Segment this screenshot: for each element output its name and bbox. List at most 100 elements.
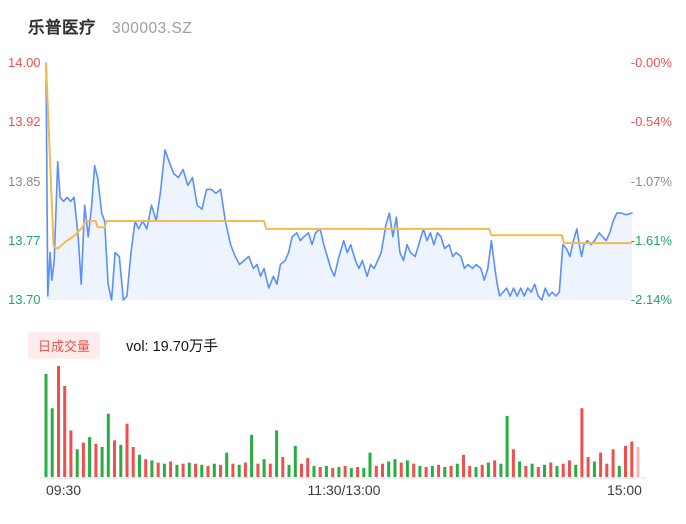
volume-bar — [194, 463, 198, 477]
volume-bar — [362, 468, 366, 477]
stock-code: 300003.SZ — [112, 20, 193, 37]
volume-bar — [605, 463, 609, 477]
volume-bar — [237, 464, 241, 477]
volume-bar — [586, 457, 590, 477]
volume-bar — [561, 463, 565, 477]
volume-bar — [617, 465, 621, 477]
volume-bar — [144, 459, 148, 477]
price-tick-label: 13.77 — [8, 232, 41, 248]
time-tick-close: 15:00 — [606, 482, 642, 498]
volume-bar — [530, 463, 534, 477]
volume-header: 日成交量 vol: 19.70万手 — [28, 332, 218, 359]
volume-bar — [499, 463, 503, 477]
volume-bar — [219, 464, 222, 477]
volume-bar — [611, 449, 615, 478]
percent-tick-label: -2.14% — [630, 292, 672, 307]
volume-bar — [187, 462, 191, 477]
chart-header: 乐普医疗 300003.SZ — [28, 14, 192, 38]
volume-bar — [505, 415, 509, 477]
volume-bar — [318, 467, 322, 477]
volume-bar — [455, 463, 459, 477]
volume-bar — [393, 459, 397, 477]
volume-bar — [175, 464, 179, 477]
volume-bar — [574, 464, 578, 477]
volume-bar — [549, 462, 553, 477]
volume-bar — [468, 465, 472, 477]
volume-bar — [94, 443, 98, 477]
volume-bar — [437, 464, 441, 477]
price-tick-label: 13.92 — [8, 114, 41, 130]
volume-tab-badge[interactable]: 日成交量 — [28, 332, 101, 359]
volume-bar — [493, 460, 497, 477]
percent-tick-label: -0.54% — [630, 114, 672, 130]
volume-bar — [181, 463, 185, 477]
volume-bar — [624, 445, 627, 477]
volume-bar — [462, 454, 465, 477]
price-area-fill — [46, 63, 632, 300]
volume-bar — [518, 461, 522, 477]
volume-bar — [162, 463, 166, 477]
volume-bar — [275, 430, 279, 477]
volume-bar — [44, 373, 48, 477]
volume-bar — [268, 463, 272, 477]
volume-bar — [225, 452, 229, 477]
volume-bar — [88, 437, 92, 477]
volume-bar — [125, 423, 129, 477]
volume-bar — [306, 458, 310, 477]
volume-bar — [343, 465, 347, 477]
volume-bar — [256, 463, 260, 477]
volume-bar — [399, 462, 403, 477]
volume-bar — [486, 462, 490, 477]
volume-bar — [424, 467, 428, 477]
volume-bar — [131, 447, 135, 477]
price-line — [45, 62, 633, 301]
average-price-line — [45, 62, 632, 250]
price-tick-label: 13.70 — [8, 292, 41, 307]
volume-bar — [580, 408, 584, 477]
volume-bar — [555, 465, 559, 477]
volume-bar — [599, 452, 603, 477]
volume-bar — [480, 464, 484, 477]
volume-bar — [381, 463, 384, 477]
volume-bar — [312, 465, 316, 477]
volume-bar — [331, 468, 335, 477]
volume-bar — [75, 449, 79, 478]
volume-bar — [430, 465, 434, 477]
volume-bar — [100, 447, 104, 477]
volume-bar — [250, 434, 254, 477]
volume-bar — [418, 465, 422, 477]
volume-bar — [443, 467, 447, 477]
volume-bar — [636, 447, 640, 477]
volume-value-label: vol: 19.70万手 — [126, 339, 218, 355]
volume-bar — [324, 465, 328, 477]
time-tick-midday: 11:30/13:00 — [307, 482, 381, 498]
volume-bar — [69, 430, 73, 477]
volume-bar — [287, 464, 291, 477]
volume-bar — [212, 463, 216, 477]
volume-bar — [293, 445, 297, 477]
volume-bar — [119, 444, 123, 477]
volume-bar — [81, 442, 85, 477]
volume-bar — [449, 465, 453, 477]
stock-name: 乐普医疗 — [28, 19, 96, 37]
volume-bar — [169, 461, 173, 477]
volume-bar — [262, 459, 266, 477]
volume-bar — [156, 462, 160, 477]
volume-bar — [524, 465, 528, 477]
volume-bar — [543, 464, 546, 477]
volume-bar — [106, 413, 110, 477]
volume-bar — [511, 449, 515, 478]
volume-bar — [405, 460, 409, 477]
time-tick-open: 09:30 — [46, 482, 82, 498]
price-tick-label: 14.00 — [8, 55, 41, 70]
volume-bar — [412, 463, 416, 477]
volume-bar — [356, 467, 360, 477]
volume-bar — [281, 457, 285, 477]
volume-bar — [63, 386, 67, 477]
volume-bar — [243, 462, 247, 477]
volume-bar — [536, 467, 540, 477]
volume-bar — [231, 463, 235, 477]
volume-bar — [368, 452, 372, 477]
volume-bar — [206, 465, 210, 477]
